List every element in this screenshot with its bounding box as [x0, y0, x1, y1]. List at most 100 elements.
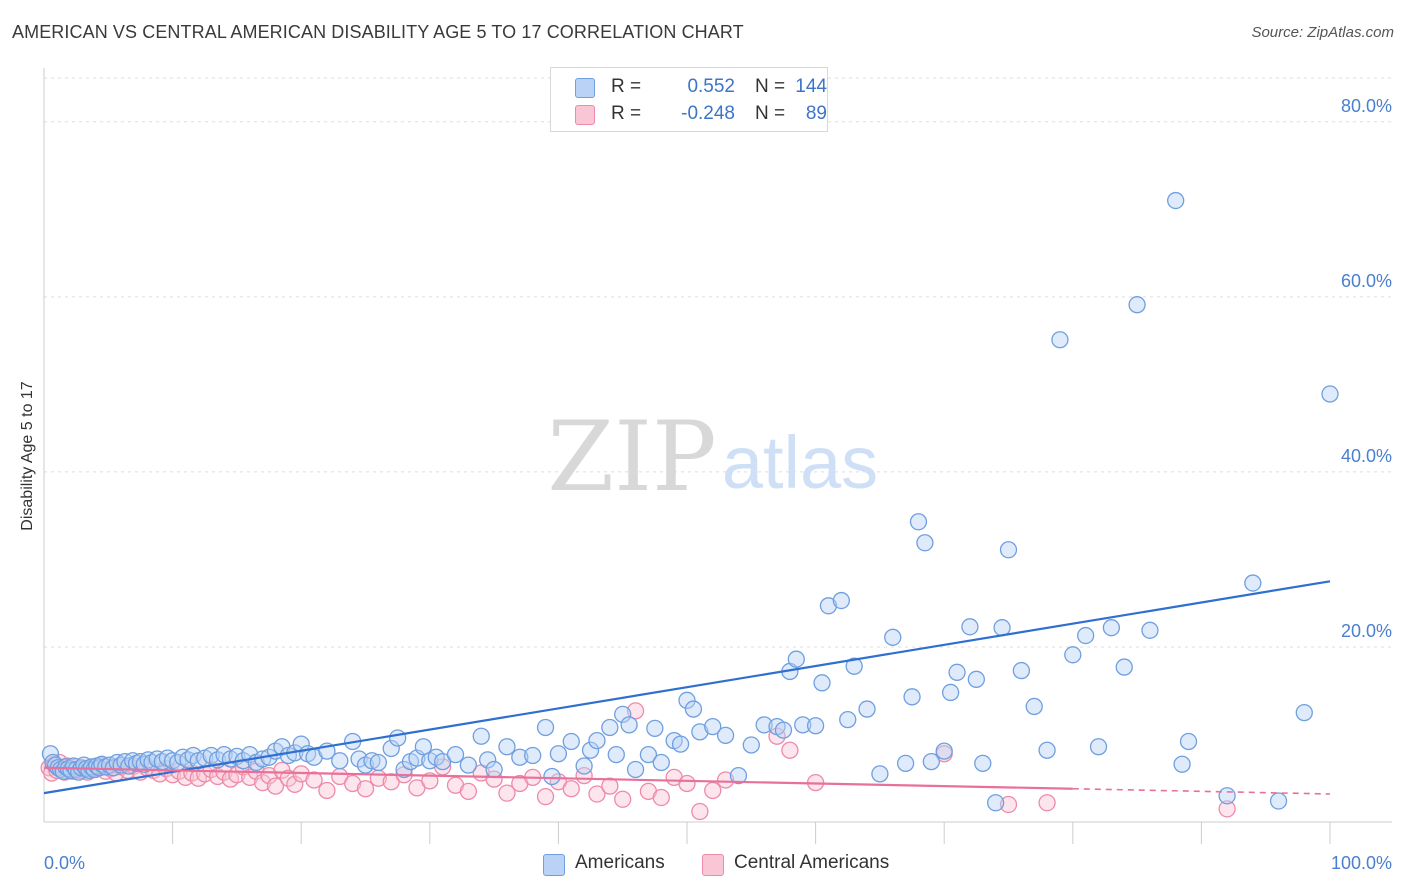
data-point-americans — [832, 591, 850, 610]
data-point-americans — [678, 691, 696, 709]
data-point-americans — [999, 541, 1018, 559]
data-point-americans — [363, 752, 381, 770]
data-point-americans — [1173, 755, 1191, 773]
data-point-americans — [922, 752, 940, 771]
data-point-americans — [511, 748, 529, 766]
data-point-americans — [1295, 703, 1313, 722]
data-point-americans — [896, 754, 915, 773]
legend-n-value: 144 — [795, 76, 827, 97]
data-point-central-americans — [241, 768, 259, 787]
tick-labels: 20.0% 40.0% 60.0% 80.0% 0.0% 100.0% — [44, 96, 1392, 873]
data-point-americans — [684, 700, 703, 718]
data-point-americans — [485, 760, 503, 779]
data-point-americans — [382, 739, 400, 758]
data-point-central-americans — [485, 770, 503, 788]
data-point-central-americans — [652, 788, 670, 807]
data-point-americans — [845, 657, 863, 675]
trend-line-central-americans — [43, 766, 1073, 790]
data-point-americans — [1141, 621, 1159, 639]
data-point-americans — [858, 700, 876, 718]
data-point-central-americans — [343, 774, 362, 793]
data-point-americans — [562, 732, 580, 751]
data-point-central-americans — [1218, 800, 1236, 818]
data-point-americans — [871, 765, 889, 783]
legend-swatch-pink — [575, 105, 595, 125]
watermark-atlas: atlas — [722, 421, 878, 504]
legend-r-value: 0.552 — [687, 76, 735, 97]
legend-r-label: R = — [611, 76, 642, 97]
legend-r-value: -0.248 — [681, 103, 735, 124]
legend-n-label: N = — [755, 103, 786, 124]
data-point-americans — [498, 738, 516, 756]
bottom-legend-label: Central Americans — [734, 852, 890, 873]
data-point-americans — [1089, 738, 1108, 756]
data-point-americans — [1064, 646, 1082, 664]
axes — [43, 68, 1392, 844]
data-point-central-americans — [356, 780, 375, 798]
data-point-americans — [839, 710, 857, 729]
data-point-central-americans — [678, 774, 696, 793]
data-point-americans — [1025, 697, 1043, 716]
bottom-legend: Americans Central Americans — [0, 852, 1406, 878]
data-point-central-americans — [999, 795, 1018, 814]
data-point-americans — [1115, 658, 1133, 676]
data-point-americans — [581, 741, 600, 759]
data-point-americans — [1128, 296, 1146, 314]
data-point-americans — [755, 716, 773, 734]
data-point-americans — [729, 766, 748, 785]
watermark: ZIP atlas — [547, 401, 878, 513]
data-point-central-americans — [626, 702, 645, 720]
data-point-americans — [794, 716, 812, 734]
data-point-americans — [536, 718, 555, 737]
trend-line-extension-central-americans — [1072, 787, 1331, 795]
data-point-central-americans — [1038, 794, 1056, 812]
gridlines — [44, 77, 1392, 648]
legend-n-label: N = — [755, 76, 786, 97]
data-point-americans — [967, 670, 985, 688]
legend: R = 0.552 N = 144 R = -0.248 N = 89 — [550, 67, 828, 132]
data-point-americans — [1244, 574, 1262, 592]
data-point-americans — [1038, 741, 1056, 759]
data-point-americans — [446, 745, 465, 764]
data-point-americans — [884, 628, 902, 646]
data-point-americans — [1102, 619, 1121, 637]
data-point-central-americans — [562, 780, 580, 798]
data-point-americans — [414, 738, 433, 756]
data-point-americans — [614, 705, 632, 723]
data-point-americans — [691, 723, 709, 741]
data-point-central-americans — [536, 787, 555, 806]
data-point-americans — [935, 742, 953, 760]
data-point-americans — [1218, 787, 1236, 805]
data-point-americans — [652, 753, 670, 772]
data-point-americans — [524, 746, 542, 765]
data-point-central-americans — [318, 781, 336, 800]
trend-lines — [43, 580, 1331, 795]
trend-line-americans — [43, 580, 1331, 795]
data-point-americans — [459, 756, 478, 774]
data-point-americans — [1051, 331, 1069, 349]
data-point-americans — [543, 767, 561, 786]
watermark-zip: ZIP — [547, 401, 716, 513]
data-point-americans — [601, 718, 619, 737]
y-tick-label: 40.0% — [1341, 446, 1392, 466]
data-point-americans — [974, 754, 992, 773]
data-point-central-americans — [253, 773, 272, 792]
data-point-americans — [941, 683, 960, 702]
data-point-americans — [626, 760, 645, 779]
data-point-americans — [916, 534, 934, 552]
data-point-americans — [1321, 385, 1339, 403]
data-point-americans — [774, 721, 793, 739]
data-point-central-americans — [781, 741, 799, 759]
data-point-americans — [1012, 661, 1031, 680]
data-point-americans — [646, 719, 664, 737]
legend-n-value: 89 — [805, 103, 827, 124]
data-point-americans — [292, 735, 310, 753]
x-tick-label: 0.0% — [44, 853, 85, 873]
y-tick-label: 20.0% — [1341, 621, 1392, 641]
data-point-americans — [1269, 792, 1288, 810]
data-point-americans — [607, 745, 625, 764]
data-point-americans — [388, 729, 407, 747]
data-point-americans — [787, 650, 805, 668]
legend-swatch-blue — [575, 78, 595, 98]
